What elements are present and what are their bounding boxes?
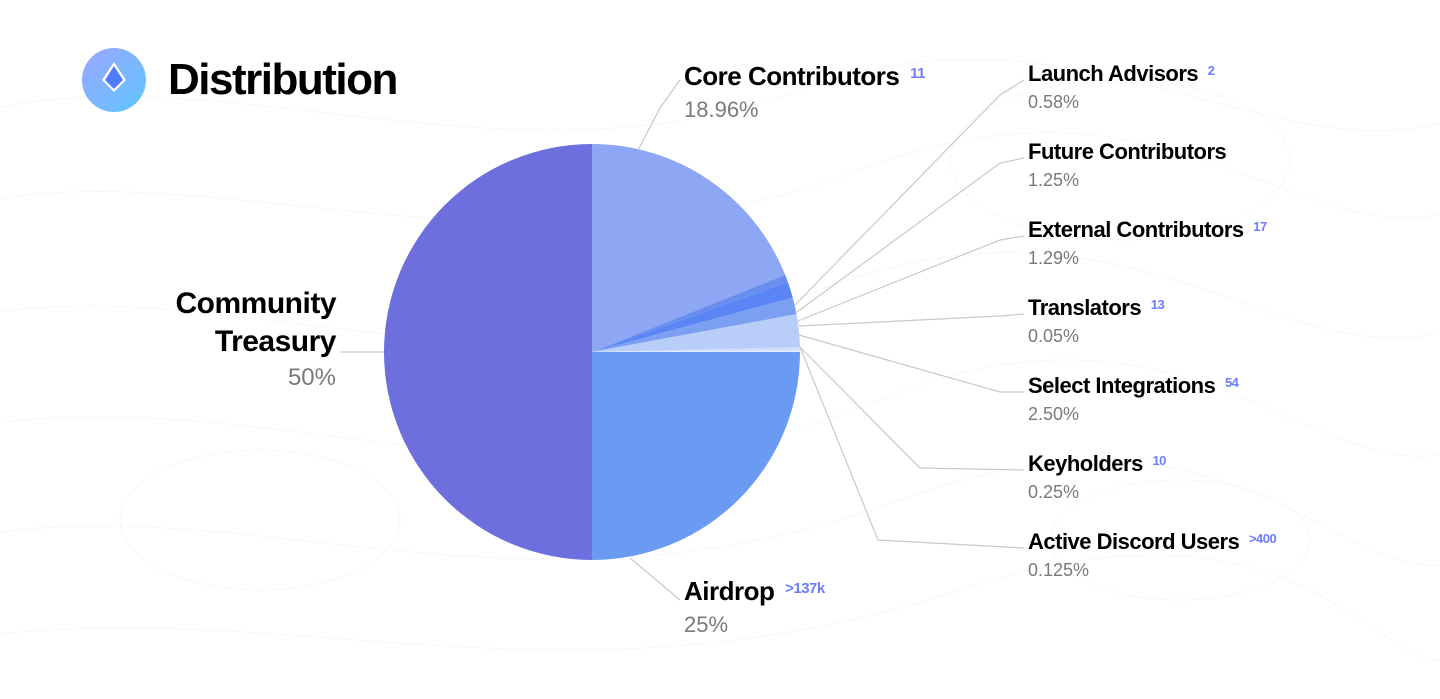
chart-label: Select Integrations 542.50%: [1028, 372, 1238, 425]
leader-line: [798, 236, 1024, 321]
leader-line: [797, 158, 1024, 312]
leader-line: [800, 347, 1024, 548]
pie-slice: [592, 352, 800, 560]
leader-line: [799, 335, 1024, 392]
chart-label: CommunityTreasury50%: [176, 285, 337, 393]
leader-line: [799, 314, 1024, 326]
leader-line: [630, 558, 680, 600]
chart-label: Launch Advisors 20.58%: [1028, 60, 1215, 113]
distribution-chart: Core Contributors 1118.96% Launch Advisor…: [0, 0, 1440, 694]
leader-line: [634, 80, 680, 158]
chart-label: Future Contributors1.25%: [1028, 138, 1226, 191]
chart-label: Airdrop >137k25%: [684, 575, 825, 638]
pie-slice: [384, 144, 592, 560]
chart-label: Translators 130.05%: [1028, 294, 1164, 347]
chart-label: External Contributors 171.29%: [1028, 216, 1267, 269]
leader-line: [799, 346, 1024, 470]
chart-label: Active Discord Users >4000.125%: [1028, 528, 1276, 581]
chart-label: Core Contributors 1118.96%: [684, 60, 925, 123]
chart-label: Keyholders 100.25%: [1028, 450, 1166, 503]
